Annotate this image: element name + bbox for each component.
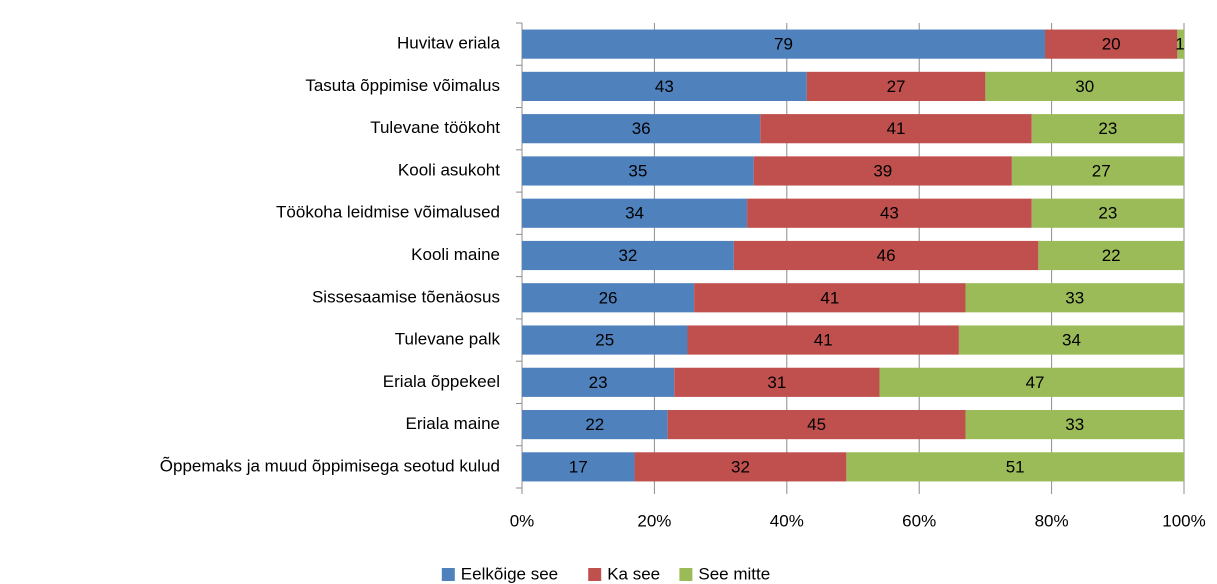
data-label: 41: [820, 288, 839, 307]
y-tick-label: Töökoha leidmise võimalused: [276, 203, 500, 222]
bar: [522, 283, 695, 313]
labels: 0% 20% 40% 60% 80% 100% Huvitav eriala 79 20 1 Tas…: [160, 34, 1206, 584]
data-label: 32: [618, 246, 637, 265]
data-label: 45: [807, 415, 826, 434]
data-label: 43: [655, 77, 674, 96]
data-label: 33: [1065, 415, 1084, 434]
y-tick-label: Sissesaamise tõenäosus: [312, 287, 500, 306]
data-label: 36: [632, 119, 651, 138]
bar: [753, 156, 1012, 186]
data-label: 23: [589, 373, 608, 392]
data-label: 30: [1075, 77, 1094, 96]
y-tick-label: Huvitav eriala: [397, 34, 501, 53]
bar: [760, 114, 1032, 144]
data-label: 41: [814, 331, 833, 350]
legend-label: Eelkõige see: [461, 564, 558, 583]
data-label: 39: [873, 161, 892, 180]
legend-swatch: [441, 568, 455, 581]
bar: [694, 283, 966, 313]
data-label: 46: [877, 246, 896, 265]
x-tick-label: 0%: [510, 511, 535, 530]
data-label: 33: [1065, 288, 1084, 307]
bar: [522, 71, 807, 101]
bar: [522, 410, 668, 440]
bar: [958, 325, 1184, 355]
data-label: 47: [1026, 373, 1045, 392]
bar: [1177, 29, 1184, 59]
bar: [687, 325, 959, 355]
bar: [674, 367, 880, 397]
bar: [522, 156, 754, 186]
data-label: 31: [767, 373, 786, 392]
y-tick-label: Kooli maine: [411, 245, 500, 264]
bars: [522, 29, 1184, 482]
bar: [522, 325, 688, 355]
bar: [806, 71, 986, 101]
data-label: 20: [1102, 35, 1121, 54]
data-label: 22: [585, 415, 604, 434]
bar: [846, 452, 1184, 482]
data-label: 26: [599, 288, 618, 307]
bar: [522, 29, 1045, 59]
bar: [1011, 156, 1184, 186]
bar: [667, 410, 966, 440]
bar: [522, 452, 635, 482]
bar: [522, 367, 675, 397]
data-label: 34: [1062, 331, 1081, 350]
y-tick-label: Õppemaks ja muud õppimisega seotud kulud: [160, 456, 500, 475]
bar: [522, 198, 748, 228]
data-label: 41: [887, 119, 906, 138]
data-label: 51: [1006, 457, 1025, 476]
data-label: 27: [1092, 161, 1111, 180]
x-tick-label: 40%: [770, 511, 804, 530]
data-label: 23: [1098, 204, 1117, 223]
x-tick-label: 20%: [637, 511, 671, 530]
legend-swatch: [679, 568, 693, 581]
bar: [522, 240, 734, 271]
bar: [733, 240, 1039, 271]
data-label: 23: [1098, 119, 1117, 138]
data-label: 35: [628, 161, 647, 180]
bar: [1031, 114, 1184, 144]
x-tick-label: 60%: [902, 511, 936, 530]
y-tick-label: Tasuta õppimise võimalus: [305, 76, 500, 95]
legend-swatch: [588, 568, 602, 581]
y-tick-label: Kooli asukoht: [398, 160, 500, 179]
data-label: 17: [569, 457, 588, 476]
bar: [634, 452, 847, 482]
bar: [1038, 240, 1184, 271]
bar: [879, 367, 1184, 397]
data-label: 79: [774, 35, 793, 54]
y-tick-label: Eriala maine: [406, 414, 501, 433]
legend-label: Ka see: [607, 564, 660, 583]
bar: [1031, 198, 1184, 228]
data-label: 34: [625, 204, 644, 223]
data-label: 43: [880, 204, 899, 223]
bar: [965, 410, 1184, 440]
bar: [985, 71, 1184, 101]
x-tick-label: 100%: [1162, 511, 1205, 530]
y-tick-label: Eriala õppekeel: [383, 372, 500, 391]
data-label: 25: [595, 331, 614, 350]
data-label: 22: [1102, 246, 1121, 265]
bar: [747, 198, 1032, 228]
legend-label: See mitte: [698, 564, 770, 583]
x-tick-label: 80%: [1035, 511, 1069, 530]
bar: [965, 283, 1184, 313]
y-tick-label: Tulevane palk: [395, 330, 501, 349]
bar: [522, 114, 761, 144]
data-label: 27: [887, 77, 906, 96]
bar: [1044, 29, 1178, 59]
data-label: 32: [731, 457, 750, 476]
y-tick-label: Tulevane töökoht: [370, 118, 500, 137]
data-label: 1: [1175, 35, 1184, 54]
